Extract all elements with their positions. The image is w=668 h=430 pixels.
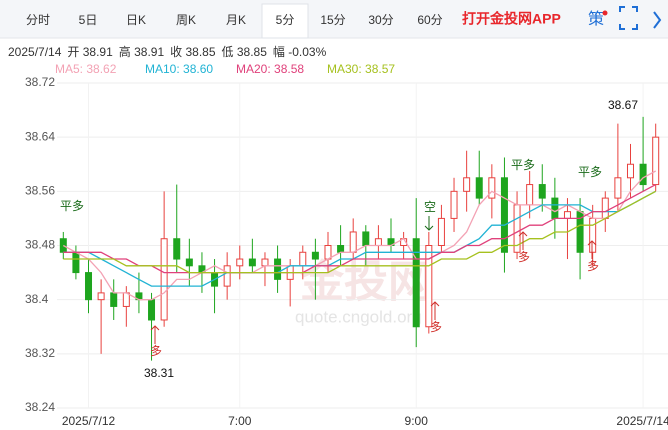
brand-link[interactable]: 打开金投网APP <box>462 11 561 27</box>
candle-body <box>463 177 471 192</box>
candle-body <box>299 251 307 267</box>
candle-body <box>551 197 559 219</box>
tab-selected <box>261 3 309 39</box>
candle-body <box>185 258 193 267</box>
candle-body <box>160 238 168 321</box>
candle-body <box>85 272 93 301</box>
candle-body <box>526 184 534 206</box>
y-tick-label: 38.56 <box>25 184 55 198</box>
annotation: 平多 <box>511 158 535 172</box>
tab[interactable]: 5分 <box>276 13 295 27</box>
ma-line <box>63 190 657 274</box>
candle-body <box>349 231 357 253</box>
legend-item: MA5: 38.62 <box>55 62 117 76</box>
candle-body <box>362 231 370 246</box>
candle-body <box>110 292 118 307</box>
candle-body <box>500 177 508 253</box>
candle-body <box>122 292 130 307</box>
candle-body <box>601 197 609 219</box>
tab[interactable]: 周K <box>176 13 196 27</box>
info-item: 2025/7/14 <box>8 45 62 59</box>
candle-body <box>425 245 433 328</box>
candle-body <box>450 190 458 219</box>
candle-body <box>475 177 483 199</box>
candle-body <box>324 245 332 260</box>
candle-body <box>652 136 660 186</box>
fullscreen-button[interactable] <box>619 6 638 30</box>
annotation: 多 <box>518 250 530 264</box>
y-tick-label: 38.4 <box>25 292 49 306</box>
y-tick-label: 38.48 <box>25 238 55 252</box>
ma-line <box>62 170 657 301</box>
badge <box>602 10 608 16</box>
y-tick-label: 38.72 <box>25 75 55 89</box>
candle-body <box>248 258 256 267</box>
tab[interactable]: 月K <box>226 13 246 27</box>
x-tick-label: 7:00 <box>228 414 252 428</box>
watermark: quote.cngold.org <box>295 307 422 326</box>
candle-body <box>97 292 105 301</box>
candle-body <box>626 163 634 179</box>
legend-item: MA10: 38.60 <box>145 62 213 76</box>
y-tick-label: 38.64 <box>25 129 55 143</box>
candle-body <box>173 238 181 260</box>
x-tick-label: 2025/7/12 <box>62 414 116 428</box>
candle-body <box>274 258 282 280</box>
annotation: 平多 <box>578 165 602 179</box>
tab[interactable]: 日K <box>126 13 146 27</box>
candle-body <box>261 258 269 267</box>
annotation: 多 <box>587 259 599 273</box>
candle-body <box>563 211 571 219</box>
info-item: 收 38.85 <box>170 45 216 59</box>
annotation: 多 <box>150 344 162 358</box>
annotation-arrow <box>424 216 434 231</box>
candle-body <box>311 251 319 260</box>
annotation: 38.31 <box>144 366 174 380</box>
tab[interactable]: 5日 <box>79 13 98 27</box>
tab[interactable]: 30分 <box>368 13 393 27</box>
strategy-button[interactable]: 策 <box>588 10 604 28</box>
annotation-arrow <box>518 231 528 250</box>
info-item: 幅 -0.03% <box>273 44 327 59</box>
annotation-arrow <box>430 301 440 320</box>
candle-body <box>148 299 156 321</box>
candle-body <box>337 245 345 253</box>
candle-body <box>236 258 244 267</box>
y-tick-label: 38.32 <box>25 346 55 360</box>
annotation-arrow <box>587 240 597 259</box>
candle-body <box>72 251 80 274</box>
candle-body <box>374 238 382 247</box>
annotation-arrow <box>150 325 160 344</box>
annotation: 38.67 <box>608 98 638 112</box>
tab[interactable]: 15分 <box>320 13 345 27</box>
info-item: 低 38.85 <box>222 45 268 59</box>
more-button[interactable] <box>653 11 662 29</box>
annotation: 多 <box>430 320 442 334</box>
candle-body <box>538 184 546 199</box>
toolbar <box>0 0 668 38</box>
candle-body <box>488 177 496 199</box>
candle-body <box>614 177 622 199</box>
ma-line <box>63 190 657 287</box>
x-tick-label: 9:00 <box>405 414 429 428</box>
legend-item: MA30: 38.57 <box>327 62 395 76</box>
annotation: 平多 <box>60 199 84 213</box>
candle-body <box>412 238 420 328</box>
ma-line <box>63 184 657 274</box>
candle-body <box>437 217 445 247</box>
annotation: 空 <box>424 200 436 214</box>
tab[interactable]: 分时 <box>26 13 50 27</box>
x-tick-label: 2025/7/14 <box>616 414 668 428</box>
candle-body <box>639 163 647 186</box>
legend-item: MA20: 38.58 <box>236 62 304 76</box>
info-item: 高 38.91 <box>119 44 165 59</box>
tab[interactable]: 60分 <box>417 13 442 27</box>
info-item: 开 38.91 <box>67 45 113 59</box>
candle-body <box>223 265 231 287</box>
y-tick-label: 38.24 <box>25 400 55 414</box>
